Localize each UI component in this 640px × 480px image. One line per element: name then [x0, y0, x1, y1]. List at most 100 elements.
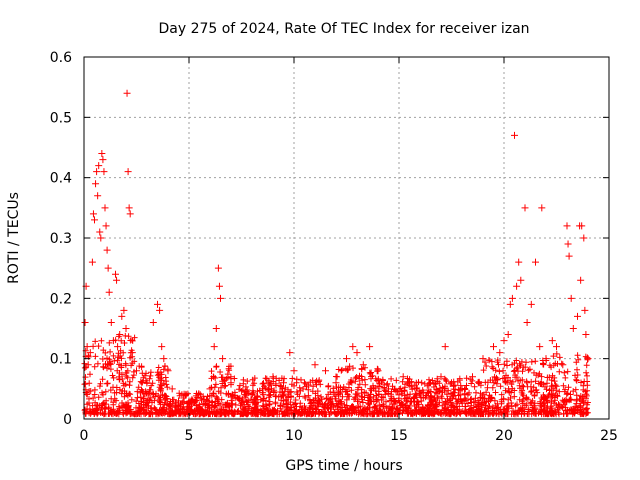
data-point — [280, 379, 287, 387]
data-point — [109, 337, 117, 345]
data-point — [574, 312, 581, 320]
data-point — [168, 385, 176, 393]
data-point — [517, 276, 525, 284]
data-point — [212, 325, 220, 332]
data-point — [114, 343, 122, 351]
data-point — [185, 403, 193, 411]
y-axis-label: ROTI / TECUs — [6, 192, 22, 284]
x-tick-label: 15 — [390, 428, 408, 444]
data-point — [577, 276, 585, 284]
y-tick-label: 0 — [63, 412, 72, 428]
data-point — [532, 258, 539, 266]
chart-title: Day 275 of 2024, Rate Of TEC Index for r… — [158, 21, 529, 37]
data-point — [84, 361, 92, 369]
data-point — [269, 373, 277, 381]
data-point — [508, 294, 516, 302]
data-point — [125, 204, 133, 212]
data-point — [582, 331, 590, 339]
data-point — [567, 294, 575, 302]
data-point — [116, 331, 124, 339]
data-point — [210, 343, 218, 351]
data-point — [89, 210, 97, 218]
data-point — [154, 300, 161, 308]
data-point — [353, 349, 361, 357]
data-point — [100, 168, 108, 176]
y-tick-label: 0.4 — [50, 171, 72, 187]
y-tick-label: 0.2 — [50, 291, 72, 307]
grid — [84, 57, 609, 419]
data-point — [548, 337, 556, 345]
data-point — [94, 192, 102, 200]
data-point — [97, 234, 105, 242]
data-point — [580, 234, 588, 242]
data-point — [395, 391, 403, 399]
data-point — [553, 343, 560, 351]
y-tick-label: 0.5 — [50, 110, 72, 126]
data-point — [399, 373, 407, 381]
data-point — [143, 379, 151, 387]
data-point — [96, 228, 104, 236]
data-point — [160, 355, 168, 363]
data-point — [374, 367, 382, 375]
data-point — [133, 367, 140, 375]
data-point — [112, 270, 119, 278]
data-point — [102, 222, 110, 230]
data-point — [366, 343, 374, 351]
data-point — [301, 379, 308, 387]
data-point — [311, 361, 319, 369]
data-point — [441, 343, 449, 351]
data-point — [91, 216, 98, 224]
y-axis: 0 0.1 0.2 0.3 0.4 0.5 0.6 — [50, 50, 609, 428]
data-point — [385, 385, 392, 393]
data-point — [511, 131, 518, 139]
data-point — [217, 294, 224, 302]
data-point — [105, 288, 113, 296]
data-point — [113, 276, 121, 284]
data-point — [332, 379, 340, 387]
data-point — [86, 349, 94, 357]
data-point — [559, 361, 567, 369]
data-point — [563, 222, 571, 230]
data-point — [427, 379, 434, 387]
x-tick-label: 0 — [80, 428, 89, 444]
data-point — [513, 282, 521, 290]
data-point — [118, 312, 126, 320]
data-point — [416, 391, 424, 399]
x-tick-label: 20 — [495, 428, 513, 444]
data-point — [238, 397, 245, 405]
data-point — [214, 264, 222, 272]
data-point — [542, 355, 550, 363]
data-point — [322, 367, 329, 375]
data-point — [523, 318, 531, 326]
data-point — [286, 349, 294, 357]
y-tick-label: 0.6 — [50, 50, 72, 66]
x-axis-label: GPS time / hours — [285, 458, 402, 474]
data-points — [81, 89, 592, 418]
data-point — [406, 379, 413, 387]
data-point — [349, 343, 357, 351]
x-tick-label: 25 — [600, 428, 618, 444]
data-point — [101, 204, 109, 212]
data-point — [123, 89, 131, 97]
data-point — [496, 349, 504, 357]
data-point — [88, 258, 96, 266]
data-point — [290, 367, 298, 375]
data-point — [103, 246, 111, 254]
data-point — [81, 318, 89, 326]
data-point — [219, 355, 227, 363]
data-point — [479, 355, 487, 363]
data-point — [565, 252, 573, 260]
data-point — [527, 300, 535, 308]
data-point — [93, 168, 101, 176]
data-point — [164, 367, 172, 375]
data-point — [158, 343, 166, 351]
data-point — [149, 318, 157, 326]
data-point — [83, 343, 91, 351]
data-point — [584, 355, 592, 363]
x-tick-label: 10 — [285, 428, 303, 444]
data-point — [469, 373, 476, 381]
data-point — [578, 222, 586, 230]
data-point — [122, 325, 130, 332]
data-point — [569, 325, 577, 332]
